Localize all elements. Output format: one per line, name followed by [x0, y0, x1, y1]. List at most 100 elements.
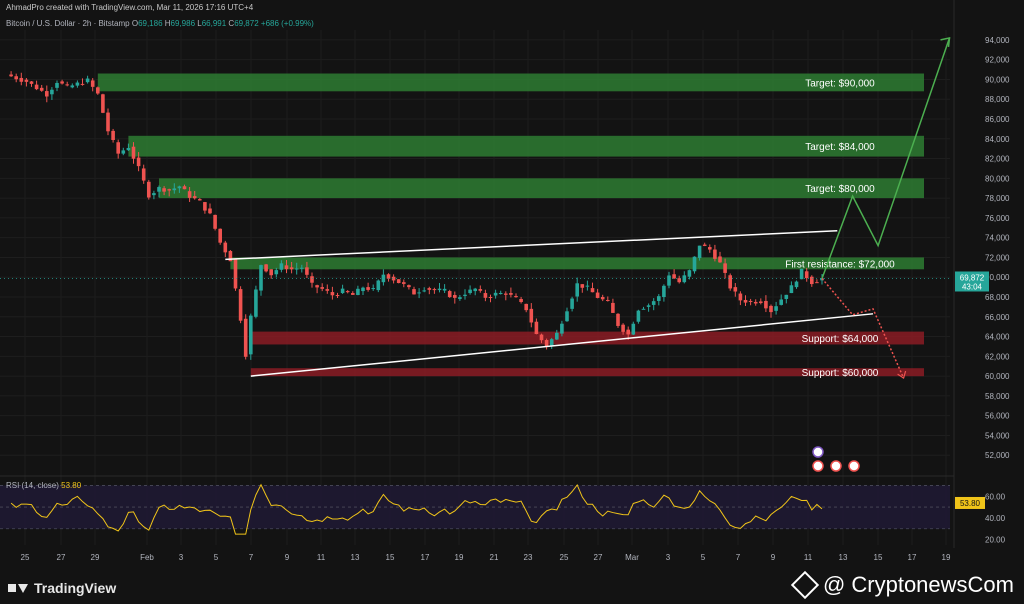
y-tick-label: 80,000: [985, 174, 1010, 183]
candle-body: [519, 298, 523, 303]
upper-trendline: [225, 229, 838, 261]
candle-body: [631, 323, 636, 335]
candle-body: [483, 293, 488, 298]
high-value: 69,986: [170, 19, 196, 28]
candle-body: [815, 282, 819, 284]
candle-body: [366, 287, 370, 290]
candle-body: [14, 76, 18, 80]
candle-body: [799, 268, 804, 280]
candle-body: [488, 297, 493, 298]
x-tick-label: 19: [942, 553, 951, 562]
candle-body: [310, 276, 314, 283]
event-flag-icon: [848, 460, 860, 472]
y-tick-label: 82,000: [985, 155, 1010, 164]
zone-label: Target: $80,000: [805, 184, 875, 195]
x-tick-label: 3: [666, 553, 671, 562]
x-tick-label: 7: [736, 553, 741, 562]
candle-body: [274, 270, 279, 275]
candle-body: [259, 265, 263, 291]
candle-body: [621, 324, 625, 332]
countdown-label: 43:04: [962, 282, 983, 291]
candle-body: [764, 300, 768, 309]
candle-body: [534, 321, 539, 335]
candle-body: [391, 276, 396, 281]
candle-body: [718, 256, 722, 263]
candle-body: [759, 301, 763, 303]
candle-body: [24, 79, 29, 82]
candle-body: [325, 289, 330, 291]
candle-body: [305, 267, 309, 275]
y-tick-label: 74,000: [985, 234, 1010, 243]
candle-body: [376, 280, 381, 291]
candle-body: [412, 289, 416, 295]
x-tick-label: 15: [386, 553, 395, 562]
y-tick-label: 84,000: [985, 135, 1010, 144]
rsi-tick-label: 60.00: [985, 492, 1006, 501]
candle-body: [504, 293, 508, 295]
candle-body: [289, 267, 294, 270]
y-tick-label: 66,000: [985, 313, 1010, 322]
candle-body: [198, 199, 202, 201]
candle-body: [646, 305, 651, 307]
candle-body: [468, 289, 472, 294]
zone-label: Support: $64,000: [802, 334, 879, 345]
close-key: C: [228, 19, 235, 28]
rsi-line: [10, 483, 823, 535]
candle-body: [677, 278, 681, 283]
candle-body: [427, 288, 432, 290]
candle-body: [748, 300, 753, 302]
candle-body: [570, 298, 574, 309]
candle-body: [335, 295, 340, 297]
candle-body: [611, 302, 615, 313]
y-tick-label: 88,000: [985, 95, 1010, 104]
watermark: @ CryptonewsCom: [790, 570, 1014, 600]
candle-body: [784, 294, 789, 299]
candle-body: [34, 84, 39, 90]
binance-square-icon: [790, 570, 820, 600]
watermark-text: @ CryptonewsCom: [822, 572, 1014, 597]
y-tick-label: 92,000: [985, 56, 1010, 65]
y-tick-label: 52,000: [985, 451, 1010, 460]
candle-body: [279, 263, 284, 270]
x-tick-label: 11: [317, 553, 326, 562]
candle-body: [590, 288, 595, 293]
tradingview-logo[interactable]: TradingView: [8, 580, 116, 596]
candle-body: [172, 188, 177, 191]
x-tick-label: 3: [179, 553, 184, 562]
candle-body: [177, 186, 182, 189]
candle-body: [662, 285, 666, 297]
x-tick-label: 27: [594, 553, 603, 562]
close-value: 69,872: [234, 19, 259, 28]
candle-body: [45, 91, 49, 97]
zone-label: Target: $84,000: [805, 142, 875, 153]
candle-body: [667, 275, 671, 286]
zone-label: First resistance: $72,000: [785, 259, 895, 270]
candle-body: [106, 112, 110, 132]
x-tick-label: 9: [771, 553, 776, 562]
candle-body: [19, 77, 24, 82]
candle-body: [101, 94, 105, 113]
candle-body: [111, 130, 115, 140]
candle-body: [595, 292, 600, 298]
y-tick-label: 56,000: [985, 412, 1010, 421]
creator-line: AhmadPro created with TradingView.com, M…: [6, 3, 254, 12]
candle-body: [315, 285, 319, 288]
candle-body: [264, 264, 268, 272]
last-price-badge: [955, 271, 989, 292]
candle-body: [203, 202, 207, 211]
candle-body: [473, 288, 477, 292]
candle-body: [320, 287, 324, 289]
candle-body: [147, 181, 151, 198]
candle-body: [396, 279, 401, 284]
candle-body: [728, 275, 732, 289]
candle-body: [29, 81, 34, 84]
candle-body: [228, 251, 233, 262]
candle-body: [789, 285, 794, 294]
candle-body: [616, 313, 620, 326]
candles: [9, 71, 824, 360]
candle-body: [600, 297, 605, 300]
candle-body: [167, 189, 171, 191]
candle-body: [453, 295, 457, 298]
x-tick-label: 27: [57, 553, 66, 562]
